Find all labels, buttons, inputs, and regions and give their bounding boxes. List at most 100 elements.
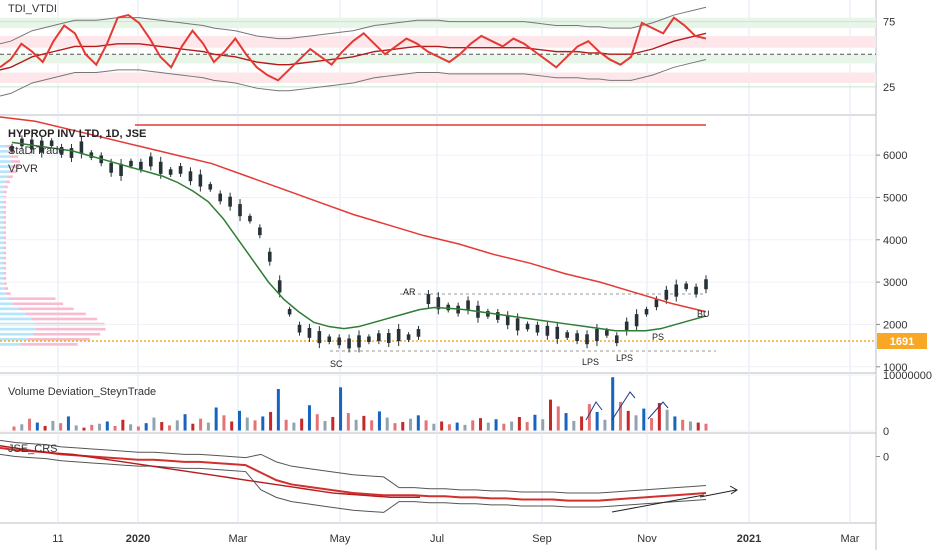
vpvr-bar [3, 231, 7, 234]
vpvr-bar [5, 292, 11, 295]
price-candle [654, 299, 659, 308]
volume-annotations [585, 391, 669, 421]
x-tick-label: May [330, 533, 351, 545]
volume-bar [409, 418, 413, 431]
volume-bar [292, 422, 296, 431]
price-gridlines [0, 154, 876, 368]
vpvr-bar [10, 165, 20, 168]
volume-bar [354, 419, 358, 431]
ma-slow-line [0, 116, 707, 313]
price-candle [505, 315, 510, 326]
volume-bar [90, 424, 94, 431]
price-candle [684, 283, 688, 290]
tdi-band [0, 54, 876, 64]
price-axis-label: 3000 [883, 277, 907, 289]
price-axis-label: 1000 [883, 362, 907, 374]
volume-bar [214, 407, 218, 431]
price-candle [149, 156, 153, 167]
crs-upper-band [0, 439, 707, 494]
volume-bar [66, 416, 70, 431]
volume-bar [35, 422, 39, 431]
vpvr-bar [7, 175, 13, 179]
price-candle [188, 171, 193, 182]
tdi-gridlines: 25 75 [0, 17, 895, 94]
volume-bar [51, 420, 55, 431]
volume-bar [642, 408, 646, 431]
vpvr-bar [0, 226, 4, 229]
volume-bar [315, 414, 319, 431]
x-tick-label: 11 [52, 533, 63, 545]
vpvr-bar [27, 338, 90, 341]
price-axis-label: 6000 [883, 150, 907, 162]
vpvr-bar [31, 317, 98, 321]
price-candle [664, 289, 669, 300]
vpvr-bar [3, 241, 7, 245]
price-candle [466, 300, 470, 311]
vpvr-bar [0, 261, 4, 265]
vpvr-bar [8, 297, 56, 300]
vpvr-bar [3, 271, 7, 275]
volume-bar [136, 426, 140, 431]
crs-lower-band [0, 453, 707, 513]
vpvr-bar [0, 256, 4, 260]
vpvr-bar [0, 221, 4, 224]
vpvr-bar [0, 271, 4, 275]
volume-bar [261, 416, 265, 431]
vpvr-bar [0, 287, 5, 290]
volume-bar [618, 401, 622, 431]
volume-bar [113, 425, 117, 431]
price-candle [49, 140, 54, 146]
price-axis-label: 4000 [883, 235, 907, 247]
annotation-lps-1: LPS [582, 357, 599, 367]
volume-bar [168, 425, 172, 431]
volume-bar [284, 419, 288, 431]
vpvr-bar [0, 185, 5, 189]
volume-bar [673, 416, 677, 431]
x-tick-label: Mar [841, 533, 860, 545]
crs-line [0, 446, 707, 502]
vpvr-bar [0, 307, 19, 311]
price-candle [89, 152, 94, 158]
volume-bar [43, 425, 47, 431]
price-candle [634, 314, 639, 327]
volume-bar [269, 411, 273, 431]
volume-bar [276, 389, 280, 431]
volume-bar [331, 417, 335, 431]
volume-bar [424, 420, 428, 431]
volume-bar [595, 411, 599, 431]
price-candle [258, 227, 262, 236]
vpvr-bar [10, 160, 20, 163]
price-candle [545, 325, 550, 336]
price-candle [168, 169, 173, 175]
volume-bar [455, 422, 459, 431]
volume-bar [471, 420, 475, 431]
volume-bar [393, 423, 397, 431]
volume-bar [556, 406, 560, 431]
x-tick-label: 2021 [737, 533, 761, 545]
vpvr-bar [0, 231, 4, 234]
volume-bar [665, 409, 669, 431]
price-candle [307, 327, 312, 338]
vpvr-bar [3, 216, 7, 219]
price-candle [129, 160, 133, 167]
volume-bar [199, 418, 203, 431]
crs-arrows [611, 485, 738, 513]
volume-bar [300, 418, 304, 431]
vpvr-bar [3, 205, 7, 209]
volume-axis-label: 10000000 [883, 370, 932, 382]
price-candle [486, 311, 490, 317]
vpvr-bar [3, 246, 7, 250]
price-candle [525, 323, 530, 330]
vpvr-bar [0, 338, 28, 341]
crs-axis-label: 0 [883, 452, 889, 464]
price-candle [426, 294, 431, 304]
volume-bar [28, 418, 32, 431]
vpvr-bar [0, 292, 6, 295]
volume-bar [650, 418, 654, 431]
price-candle [347, 338, 351, 349]
volume-bar [580, 416, 584, 431]
x-tick-label: Nov [637, 533, 657, 545]
price-candle [704, 279, 708, 290]
volume-bar [533, 414, 537, 431]
price-candle [446, 304, 451, 311]
